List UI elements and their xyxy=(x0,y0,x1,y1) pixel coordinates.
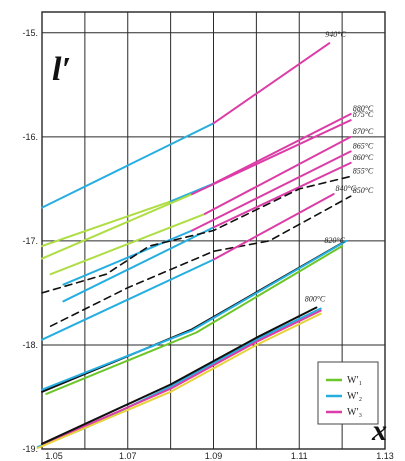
temp-label: 820°C xyxy=(324,236,345,245)
legend: W′₁ W′₂ W′₃ xyxy=(317,361,379,425)
x-tick-label: 1.05 xyxy=(45,451,63,461)
temp-label: 940°C xyxy=(325,30,346,39)
legend-label-w3: W′₃ xyxy=(347,407,362,418)
x-tick-label: 1.09 xyxy=(205,451,223,461)
series-860 xyxy=(62,161,352,303)
series-870 xyxy=(49,135,352,276)
series-line xyxy=(41,306,318,445)
series-line xyxy=(41,175,352,294)
y-tick-label: -18. xyxy=(22,340,38,350)
y-tick-label: -16. xyxy=(22,132,38,142)
series-line xyxy=(41,200,172,248)
x-tick-label: 1.07 xyxy=(119,451,137,461)
series-800 xyxy=(36,306,322,449)
series-line xyxy=(49,212,206,276)
series-layer xyxy=(36,42,352,449)
y-axis-title: l′ xyxy=(52,51,71,88)
series-850 xyxy=(49,195,352,328)
x-tick-label: 1.13 xyxy=(376,451,394,461)
series-line xyxy=(191,119,352,196)
series-line xyxy=(41,239,348,391)
legend-label-w2: W′₂ xyxy=(347,391,362,402)
series-line xyxy=(62,229,194,286)
series-line xyxy=(41,258,215,341)
series-855 xyxy=(41,175,352,294)
temp-label: 870°C xyxy=(353,127,374,136)
y-tick-label: -15. xyxy=(22,28,38,38)
series-line xyxy=(41,122,215,209)
series-line xyxy=(62,226,215,303)
temp-label: 850°C xyxy=(353,186,374,195)
legend-box xyxy=(317,361,379,425)
temp-label: 860°C xyxy=(353,153,374,162)
grid-layer xyxy=(41,12,386,450)
tick-layer: 1.05 1.07 1.09 1.11 1.13 -15. -16. -17. -18. -19. xyxy=(22,28,393,461)
y-tick-label: -19. xyxy=(22,444,38,454)
series-line xyxy=(45,245,344,395)
series-line xyxy=(41,193,194,260)
series-line xyxy=(212,113,352,185)
series-line xyxy=(49,195,352,328)
temp-label: 800°C xyxy=(305,294,326,303)
series-line xyxy=(41,309,322,446)
series-line xyxy=(212,193,335,261)
series-line xyxy=(191,150,352,232)
series-865 xyxy=(62,150,352,286)
series-line xyxy=(212,42,331,125)
temp-label: 855°C xyxy=(353,166,374,175)
temp-label: 875°C xyxy=(353,110,374,119)
series-line xyxy=(36,312,322,449)
series-840 xyxy=(41,193,335,341)
x-tick-label: 1.11 xyxy=(291,451,308,461)
series-820 xyxy=(41,239,348,395)
temp-label: 865°C xyxy=(353,141,374,150)
series-875 xyxy=(41,119,352,260)
legend-label-w1: W′₁ xyxy=(347,375,362,386)
series-940 xyxy=(41,42,331,209)
series-line xyxy=(212,161,352,229)
temp-label: 840°C xyxy=(336,184,357,193)
y-tick-label: -17. xyxy=(22,236,38,246)
series-line xyxy=(203,135,352,215)
temp-label: 880°C xyxy=(353,104,374,113)
